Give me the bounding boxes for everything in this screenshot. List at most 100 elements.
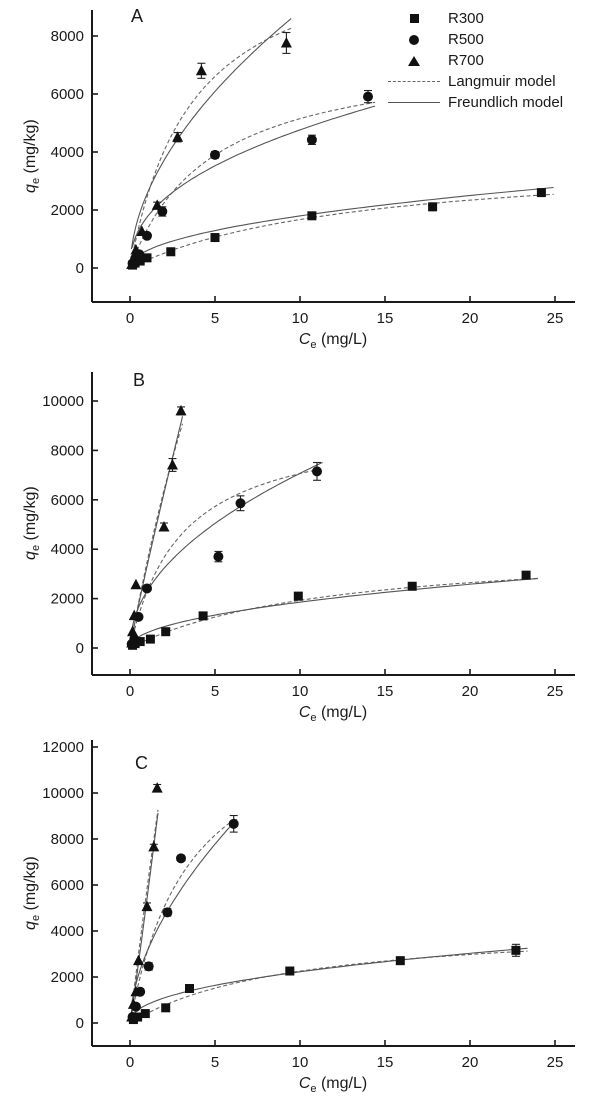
series-R700 (126, 31, 292, 270)
freundlich-curve-R300 (131, 186, 554, 263)
circle-marker (363, 91, 373, 102)
series-R700 (126, 782, 163, 1022)
square-marker (145, 634, 155, 644)
square-marker (135, 637, 145, 647)
y-tick-label: 0 (76, 260, 84, 277)
model-curves (130, 809, 528, 1022)
square-marker (142, 253, 152, 263)
panel-letter-b: B (133, 370, 146, 390)
triangle-marker (127, 253, 139, 265)
square-marker (166, 247, 176, 257)
x-tick-label: 5 (211, 1054, 219, 1071)
triangle-marker (175, 404, 187, 416)
axes: 0 5 10 15 20 25 0 2000 4000 6000 8000 (51, 10, 575, 327)
square-marker (407, 581, 417, 591)
circle-marker (312, 466, 322, 477)
square-marker (198, 611, 208, 621)
square-marker (521, 570, 531, 580)
triangle-marker (158, 520, 170, 532)
x-tick-label: 15 (377, 1054, 394, 1071)
x-var: C (298, 331, 311, 348)
x-tick-label: 0 (126, 683, 134, 700)
panel-letter-c: C (135, 753, 148, 773)
freundlich-curve-R500 (131, 105, 376, 248)
y-tick-label: 2000 (51, 591, 84, 608)
square-marker (210, 233, 220, 243)
triangle-marker (172, 131, 184, 142)
square-marker (133, 1012, 143, 1022)
y-var: q (21, 184, 39, 193)
square-marker (140, 1009, 150, 1019)
y-axis-title-c: qe (mg/kg) (22, 803, 42, 983)
y-tick-label: 4000 (51, 541, 84, 558)
triangle-marker (133, 954, 144, 966)
y-sub: e (30, 544, 43, 552)
circle-marker (176, 853, 186, 864)
circle-marker (213, 551, 224, 562)
triangle-marker-icon (386, 55, 442, 66)
x-tick-label: 20 (462, 683, 479, 700)
circle-marker (142, 583, 152, 594)
solid-line-icon (386, 102, 442, 103)
y-tick-label: 4000 (51, 923, 84, 940)
triangle-marker (130, 578, 142, 590)
y-var: q (21, 921, 39, 930)
legend-item-r700: R700 (386, 50, 563, 71)
triangle-marker (151, 782, 163, 793)
x-tick-label: 25 (547, 310, 564, 327)
y-axis-title-b: qe (mg/kg) (22, 433, 42, 613)
freundlich-curve-R500 (131, 818, 238, 1002)
y-tick-label: 10000 (42, 785, 84, 802)
x-tick-label: 25 (547, 1054, 564, 1071)
circle-marker (306, 134, 317, 145)
triangle-marker (195, 64, 207, 76)
y-unit: (mg/kg) (21, 486, 39, 545)
model-curves (130, 416, 539, 648)
freundlich-curve-R500 (130, 461, 323, 632)
model-curves (130, 18, 554, 268)
series-R300 (128, 943, 521, 1025)
x-tick-label: 0 (126, 310, 134, 327)
triangle-marker (151, 199, 163, 210)
triangle-marker (130, 244, 142, 255)
x-tick-label: 5 (211, 683, 219, 700)
legend-label: Langmuir model (448, 73, 556, 90)
freundlich-curve-R300 (132, 947, 528, 1016)
freundlich-curve-R700 (130, 416, 184, 641)
legend-label: R300 (448, 10, 484, 27)
axes: 0 5 10 15 20 25 0 2000 4000 6000 8000 10000 12000 (42, 739, 575, 1071)
x-var: C (298, 704, 311, 721)
series-R300 (128, 188, 546, 270)
legend-label: Freundlich model (448, 94, 564, 111)
langmuir-curve-R500 (130, 468, 323, 643)
circle-marker (210, 149, 220, 160)
square-marker (161, 1003, 171, 1013)
freundlich-curve-R300 (131, 577, 539, 643)
x-axis-title-c: Ce (mg/L) (233, 1075, 433, 1095)
legend-item-r300: R300 (386, 8, 563, 29)
square-marker (185, 984, 194, 993)
x-sub: e (310, 1083, 317, 1096)
y-tick-label: 8000 (51, 28, 84, 45)
triangle-marker (126, 1011, 138, 1022)
y-tick-label: 12000 (42, 739, 84, 756)
legend-label: R500 (448, 31, 484, 48)
x-axis-title-b: Ce (mg/L) (233, 704, 433, 724)
y-tick-label: 2000 (51, 202, 84, 219)
x-tick-label: 10 (292, 310, 309, 327)
circle-marker (143, 961, 154, 972)
series-R700 (126, 404, 187, 648)
circle-marker (235, 498, 246, 509)
langmuir-curve-R700 (130, 27, 292, 262)
square-marker (536, 188, 546, 198)
series-R500 (126, 461, 322, 650)
square-marker (307, 211, 317, 221)
freundlich-curve-R700 (130, 18, 292, 250)
y-var: q (21, 551, 39, 560)
langmuir-curve-R500 (131, 817, 238, 1013)
x-axis-title-a: Ce (mg/L) (233, 331, 433, 351)
y-tick-label: 0 (76, 640, 84, 657)
y-sub: e (30, 914, 43, 922)
y-tick-label: 6000 (51, 492, 84, 509)
x-unit: (mg/L) (316, 331, 368, 348)
